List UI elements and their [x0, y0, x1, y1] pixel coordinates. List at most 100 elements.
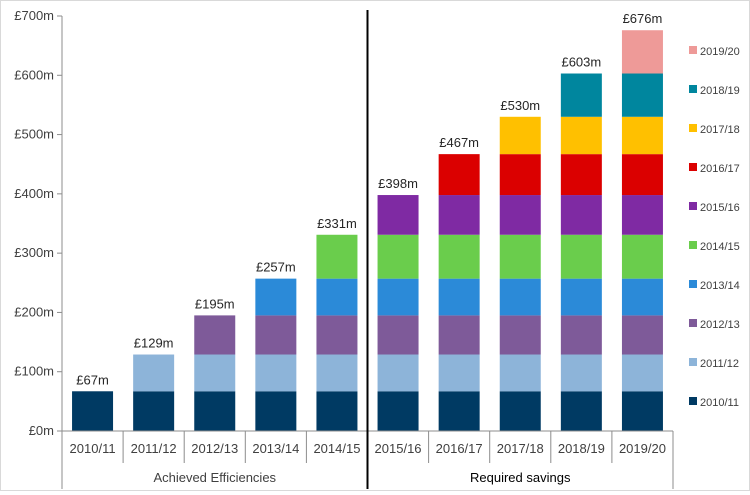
x-tick-label: 2010/11: [70, 441, 116, 456]
legend-swatch: [689, 358, 697, 366]
x-tick-label: 2013/14: [252, 441, 299, 456]
bar-total-label: £67m: [76, 372, 109, 387]
y-tick-label: £700m: [14, 8, 54, 23]
legend-label: 2017/18: [700, 124, 740, 136]
bar-segment: [133, 354, 175, 392]
bar-segment: [316, 234, 358, 279]
bar-segment: [377, 234, 419, 279]
bar-segment: [621, 391, 663, 431]
bar-segment: [560, 154, 602, 196]
legend-swatch: [689, 280, 697, 288]
bar-segment: [194, 354, 236, 392]
y-tick-label: £100m: [14, 364, 54, 379]
legend-label: 2013/14: [700, 280, 740, 292]
bar-total-label: £676m: [623, 11, 663, 26]
bar-total-label: £530m: [500, 98, 540, 113]
bar-segment: [560, 391, 602, 431]
legend-swatch: [689, 397, 697, 405]
x-tick-label: 2017/18: [497, 441, 544, 456]
legend-swatch: [689, 46, 697, 54]
y-tick-label: £600m: [14, 67, 54, 82]
x-tick-label: 2012/13: [191, 441, 238, 456]
bar-segment: [316, 278, 358, 316]
bar-segment: [621, 278, 663, 316]
x-tick-label: 2011/12: [131, 441, 177, 456]
bar-segment: [377, 391, 419, 431]
bar-segment: [438, 354, 480, 392]
bar-segment: [621, 234, 663, 279]
legend-label: 2014/15: [700, 241, 740, 253]
y-tick-label: £0m: [29, 423, 54, 438]
bar-segment: [438, 315, 480, 355]
bar-segment: [377, 315, 419, 355]
bar-segment: [560, 116, 602, 155]
bar-segment: [499, 315, 541, 355]
bar-segment: [316, 391, 358, 431]
group-label: Required savings: [470, 470, 571, 485]
legend-label: 2018/19: [700, 85, 740, 97]
bar-total-label: £331m: [317, 216, 357, 231]
bar-segment: [194, 315, 236, 355]
bar-total-label: £467m: [439, 135, 479, 150]
legend-label: 2015/16: [700, 202, 740, 214]
bar-segment: [316, 315, 358, 355]
x-tick-label: 2018/19: [558, 441, 605, 456]
bar-segment: [621, 30, 663, 74]
y-tick-label: £200m: [14, 304, 54, 319]
bar-segment: [377, 195, 419, 235]
bar-segment: [621, 116, 663, 155]
bar-segment: [438, 154, 480, 196]
bar-segment: [499, 354, 541, 392]
bar-segment: [255, 315, 297, 355]
x-tick-label: 2015/16: [375, 441, 422, 456]
bar-total-label: £398m: [378, 176, 418, 191]
bar-segment: [560, 234, 602, 279]
bar-segment: [438, 278, 480, 316]
bar-segment: [621, 73, 663, 117]
bar-segment: [194, 391, 236, 431]
bar-segment: [377, 278, 419, 316]
bar-segment: [560, 354, 602, 392]
bar-segment: [499, 278, 541, 316]
bar-segment: [377, 354, 419, 392]
legend-label: 2011/12: [700, 358, 739, 370]
bar-segment: [560, 315, 602, 355]
bar-segment: [499, 154, 541, 196]
legend-swatch: [689, 202, 697, 210]
bar-segment: [621, 354, 663, 392]
bar-segment: [560, 278, 602, 316]
x-tick-label: 2014/15: [313, 441, 360, 456]
legend-label: 2010/11: [700, 397, 739, 409]
y-axis: £0m £100m £200m £300m £400m £500m £600m £700m: [14, 8, 63, 438]
bar-segment: [133, 391, 175, 431]
bar-segment: [255, 354, 297, 392]
bar-segment: [621, 154, 663, 196]
bar-segment: [255, 278, 297, 316]
bar-total-label: £257m: [256, 260, 296, 275]
bar-total-label: £603m: [561, 55, 601, 70]
bar-segment: [499, 234, 541, 279]
x-tick-label: 2019/20: [619, 441, 666, 456]
legend-swatch: [689, 85, 697, 93]
bar-segment: [72, 391, 114, 431]
total-labels: £67m £129m £195m £257m £331m £398m £467m £530m £…: [76, 11, 662, 387]
legend: 2019/20 2018/19 2017/18 2016/17 2015/16 2014/…: [689, 46, 740, 409]
bar-segment: [438, 195, 480, 235]
bar-segment: [621, 195, 663, 235]
bar-segment: [438, 391, 480, 431]
x-axis: 2010/11 2011/12 2012/13 2013/14 2014/15 2015/…: [61, 10, 674, 489]
legend-label: 2012/13: [700, 319, 740, 331]
legend-label: 2016/17: [700, 163, 740, 175]
y-tick-label: £300m: [14, 245, 54, 260]
legend-swatch: [689, 163, 697, 171]
y-tick-label: £500m: [14, 127, 54, 142]
bar-segment: [316, 354, 358, 392]
legend-swatch: [689, 124, 697, 132]
bar-segment: [499, 391, 541, 431]
bar-total-label: £195m: [195, 296, 235, 311]
bar-segment: [499, 116, 541, 155]
bar-segment: [499, 195, 541, 235]
bar-segment: [560, 73, 602, 117]
